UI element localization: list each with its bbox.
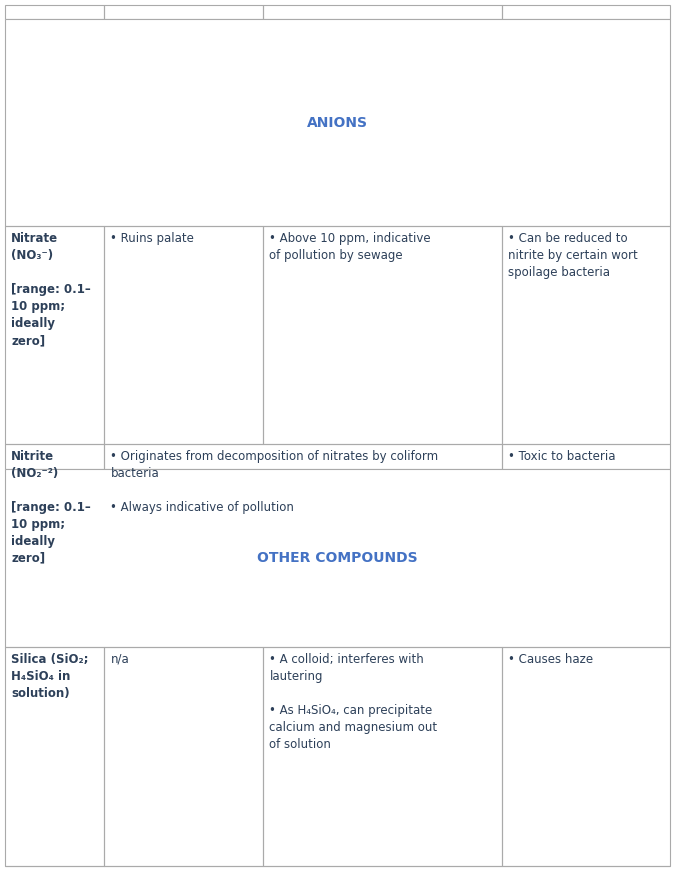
Text: Silica (SiO₂;
H₄SiO₄ in
solution): Silica (SiO₂; H₄SiO₄ in solution) xyxy=(11,652,88,699)
Bar xyxy=(5,646,105,866)
Bar xyxy=(105,226,263,444)
Text: • Ruins palate: • Ruins palate xyxy=(111,233,194,246)
Text: • A colloid; interferes with
lautering

• As H₄SiO₄, can precipitate
calcium and: • A colloid; interferes with lautering •… xyxy=(269,652,437,751)
Bar xyxy=(5,19,670,226)
Text: ANIONS: ANIONS xyxy=(307,116,368,130)
Text: • Causes haze: • Causes haze xyxy=(508,652,593,665)
Text: Nitrate
(NO₃⁻)

[range: 0.1–
10 ppm;
ideally
zero]: Nitrate (NO₃⁻) [range: 0.1– 10 ppm; idea… xyxy=(11,233,90,348)
Text: • Toxic to bacteria: • Toxic to bacteria xyxy=(508,450,616,463)
Text: • Can be reduced to
nitrite by certain wort
spoilage bacteria: • Can be reduced to nitrite by certain w… xyxy=(508,233,638,280)
Text: • Above 10 ppm, indicative
of pollution by sewage: • Above 10 ppm, indicative of pollution … xyxy=(269,233,431,262)
Text: Nitrite
(NO₂⁻²)

[range: 0.1–
10 ppm;
ideally
zero]: Nitrite (NO₂⁻²) [range: 0.1– 10 ppm; ide… xyxy=(11,450,90,565)
Bar xyxy=(263,5,502,19)
Bar xyxy=(105,646,263,866)
Text: OTHER COMPOUNDS: OTHER COMPOUNDS xyxy=(257,550,418,564)
Bar xyxy=(502,646,670,866)
Bar xyxy=(502,5,670,19)
Bar xyxy=(5,19,670,226)
Bar xyxy=(105,444,502,469)
Bar xyxy=(502,444,670,469)
Bar xyxy=(5,469,670,646)
Bar xyxy=(263,646,502,866)
Bar xyxy=(5,5,105,19)
Bar xyxy=(5,444,105,469)
Text: n/a: n/a xyxy=(111,652,129,665)
Bar xyxy=(263,226,502,444)
Bar xyxy=(502,226,670,444)
Bar xyxy=(5,469,670,646)
Bar xyxy=(105,5,263,19)
Bar xyxy=(5,226,105,444)
Text: • Originates from decomposition of nitrates by coliform
bacteria

• Always indic: • Originates from decomposition of nitra… xyxy=(111,450,439,514)
